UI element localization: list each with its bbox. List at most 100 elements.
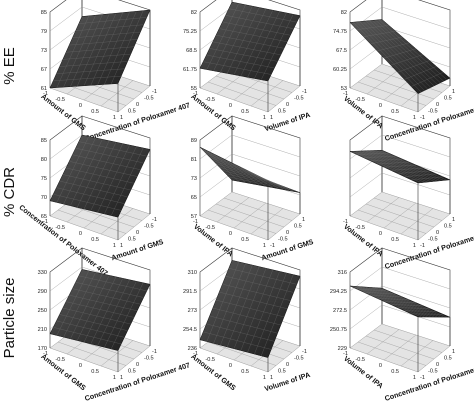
floor-gridline (365, 75, 435, 100)
z-tick-label: 82 (341, 10, 347, 16)
y-tick-label: 0.5 (391, 237, 399, 243)
surface-meshline (228, 176, 297, 192)
wall-gridline (349, 285, 451, 311)
surface-meshline (72, 31, 141, 39)
z-tick-label: 210 (38, 327, 47, 333)
z-tick-label: 236 (188, 346, 197, 352)
z-tick-label: 70 (41, 195, 47, 201)
surface-meshline (254, 173, 287, 191)
x-tick-label: -1 (152, 349, 157, 355)
surface-meshline (78, 17, 147, 24)
x-tick-label: 1 (120, 243, 123, 249)
x-tick-label: -1 (420, 375, 425, 381)
y-tick-label: -0.5 (55, 225, 65, 231)
row-label-ee: % EE (1, 47, 18, 85)
surface-meshline (404, 173, 437, 177)
surface-meshline (222, 284, 291, 301)
surface-meshline (390, 167, 423, 171)
surface-meshline (261, 14, 294, 80)
surface-panel-8: 310291.5273254.523610.50-0.5-1-1-0.500.5… (183, 247, 311, 393)
y-tick-label: 1 (113, 243, 116, 249)
surface-meshline (104, 11, 137, 85)
surface-meshline (225, 173, 294, 191)
surface-meshline (254, 272, 287, 355)
surface-meshline (365, 150, 435, 182)
surface-meshline (247, 11, 280, 78)
x-tick-label: 0 (136, 362, 139, 368)
x-tick-label: -0.5 (428, 369, 438, 375)
surface-panel-1: 857973676110.50-0.5-1-1-0.500.51Concentr… (39, 0, 191, 143)
x-tick-label: 0 (436, 102, 439, 108)
surface-meshline (365, 20, 435, 86)
z-tick-label: 273 (188, 308, 197, 314)
floor-gridline (65, 203, 135, 228)
z-tick-label: 60.25 (333, 67, 347, 73)
x-tick-label: 0 (286, 230, 289, 236)
surface-meshline (78, 275, 147, 292)
z-tick-label: 68.5 (186, 48, 197, 54)
surface-meshline (390, 304, 423, 306)
x-tick-label: 0 (436, 362, 439, 368)
surface-meshline (240, 167, 273, 188)
y-tick-label: -1 (343, 351, 348, 357)
x-tick-label: 0 (136, 102, 139, 108)
surface-meshline (240, 10, 273, 76)
surface-meshline (69, 295, 138, 311)
x-tick-label: 1 (270, 115, 273, 121)
y-tick-label: 1 (113, 375, 116, 381)
z-tick-label: 290 (38, 289, 47, 295)
surface-meshline (228, 268, 297, 285)
y-tick-label: -0.5 (55, 357, 65, 363)
surface-meshline (219, 166, 288, 188)
x-tick-label: -0.5 (144, 356, 154, 362)
x-tick-label: 0 (286, 362, 289, 368)
surface-meshline (222, 170, 291, 190)
surface-meshline (72, 154, 141, 170)
surface-meshline (372, 287, 441, 318)
surface-meshline (378, 19, 447, 80)
surface-meshline (72, 288, 141, 305)
x-tick-label: -1 (152, 89, 157, 95)
surface-meshline (222, 21, 291, 36)
y-tick-label: 0 (79, 363, 82, 369)
z-tick-label: 74.75 (333, 29, 347, 35)
row-label-particle-size: Particle size (1, 278, 18, 359)
floor-gridline (373, 329, 443, 353)
surface-meshline (247, 271, 280, 353)
y-tick-label: -1 (43, 219, 48, 225)
surface-meshline (261, 177, 294, 192)
surface-meshline (375, 150, 444, 181)
surface-meshline (369, 20, 438, 85)
z-tick-label: 85 (41, 10, 47, 16)
surface-meshline (111, 282, 144, 349)
y-tick-label: 0 (229, 363, 232, 369)
surface-meshline (228, 8, 297, 23)
surface-meshline (254, 12, 287, 79)
x-tick-label: -1 (270, 243, 275, 249)
surface-meshline (372, 20, 441, 83)
surface-meshline (75, 282, 144, 298)
floor-gridline (373, 197, 443, 221)
floor-plane (349, 191, 451, 241)
x-tick-label: 0 (136, 230, 139, 236)
y-tick-label: 0.5 (91, 237, 99, 243)
surface-meshline (215, 299, 285, 318)
y-tick-label: 0.5 (91, 109, 99, 115)
x-axis-title: Concentration of Poloxamer 407 (383, 100, 474, 143)
x-tick-label: 1 (302, 217, 305, 223)
surface-meshline (111, 147, 144, 216)
surface-meshline (97, 11, 130, 85)
surface-meshline (97, 279, 130, 346)
surface-meshline (219, 291, 288, 309)
x-tick-label: 0.5 (128, 109, 136, 115)
x-tick-label: 1 (452, 217, 455, 223)
y-tick-label: 1 (113, 115, 116, 121)
y-tick-label: -0.5 (205, 97, 215, 103)
floor-gridline (365, 335, 435, 360)
surface-meshline (104, 146, 137, 214)
floor-gridline (100, 80, 134, 107)
surface-meshline (75, 148, 144, 164)
x-tick-label: -0.5 (144, 224, 154, 230)
